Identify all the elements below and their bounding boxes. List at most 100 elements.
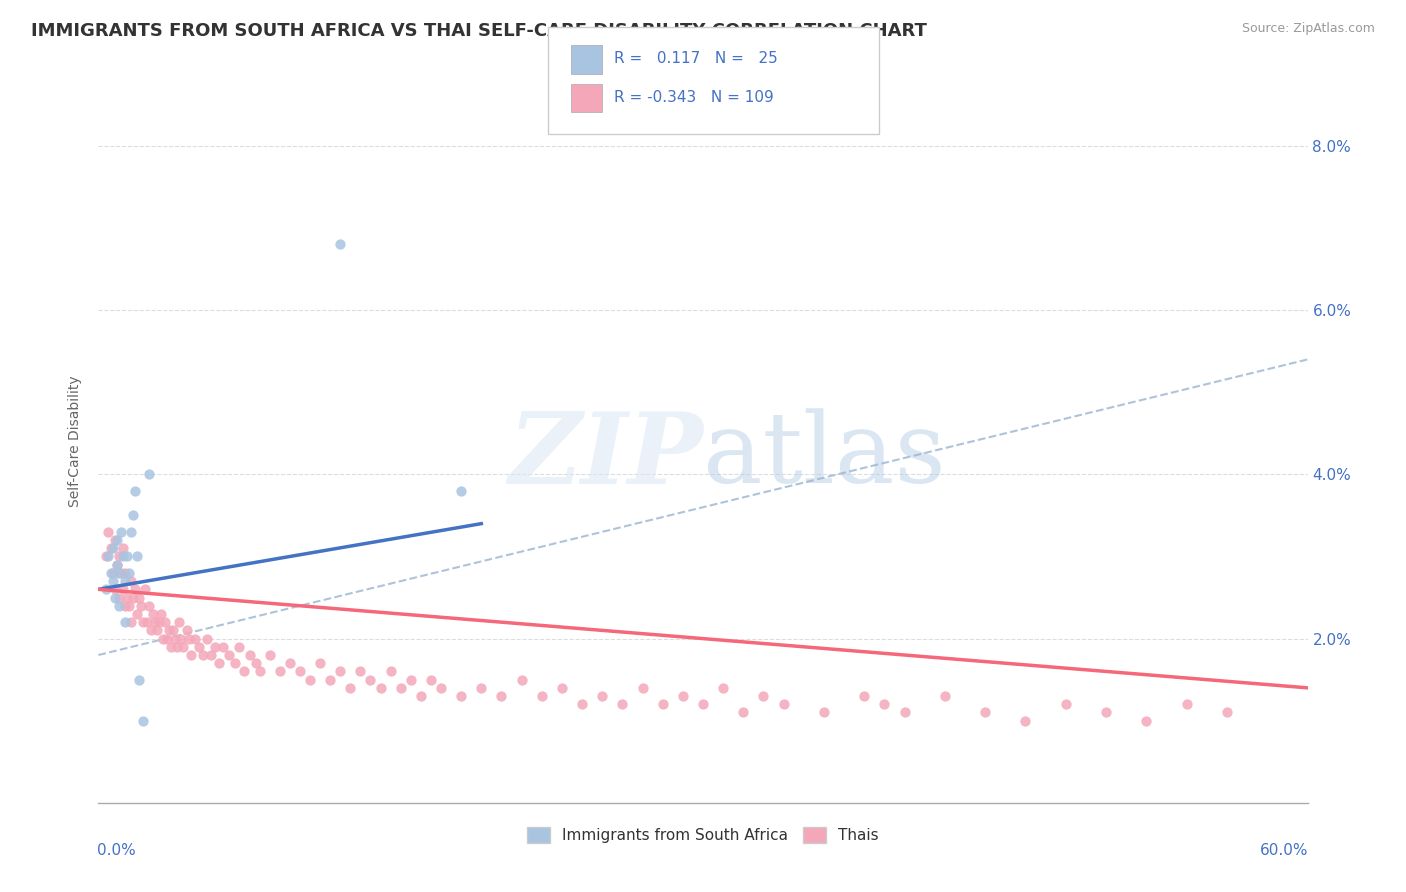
Point [853, 689, 876, 703]
Point [269, 665, 291, 679]
Point [711, 681, 734, 695]
Point [228, 640, 250, 654]
Point [224, 657, 246, 671]
Point [319, 673, 342, 687]
Point [934, 689, 956, 703]
Point [672, 689, 695, 703]
Point [163, 632, 186, 646]
Point [249, 665, 271, 679]
Legend: Immigrants from South Africa, Thais: Immigrants from South Africa, Thais [520, 822, 886, 849]
Point [111, 541, 134, 556]
Y-axis label: Self-Care Disability: Self-Care Disability [69, 376, 83, 508]
Point [148, 615, 170, 630]
Point [124, 483, 146, 498]
Point [974, 706, 997, 720]
Text: R =   0.117   N =   25: R = 0.117 N = 25 [614, 52, 778, 66]
Point [470, 681, 492, 695]
Point [309, 657, 332, 671]
Point [118, 566, 141, 580]
Point [430, 681, 453, 695]
Point [97, 524, 120, 539]
Point [152, 632, 174, 646]
Point [245, 657, 267, 671]
Point [1135, 714, 1157, 728]
Point [110, 566, 132, 580]
Point [107, 591, 129, 605]
Point [873, 698, 896, 712]
Point [651, 698, 673, 712]
Point [370, 681, 392, 695]
Point [893, 706, 915, 720]
Text: R = -0.343   N = 109: R = -0.343 N = 109 [614, 90, 775, 104]
Point [1175, 698, 1198, 712]
Point [114, 599, 136, 613]
Point [420, 673, 443, 687]
Point [146, 624, 169, 638]
Point [409, 689, 432, 703]
Point [259, 648, 281, 662]
Point [100, 541, 122, 556]
Point [184, 632, 207, 646]
Point [132, 615, 155, 630]
Point [752, 689, 775, 703]
Point [360, 673, 382, 687]
Point [1216, 706, 1239, 720]
Point [813, 706, 835, 720]
Point [135, 615, 157, 630]
Point [121, 508, 143, 523]
Point [114, 566, 136, 580]
Point [107, 599, 129, 613]
Point [399, 673, 422, 687]
Point [120, 524, 142, 539]
Point [172, 640, 194, 654]
Point [278, 657, 301, 671]
Point [329, 665, 352, 679]
Point [121, 591, 143, 605]
Point [115, 591, 138, 605]
Point [612, 698, 634, 712]
Point [212, 640, 235, 654]
Point [96, 582, 118, 597]
Point [101, 574, 124, 588]
Point [105, 558, 128, 572]
Point [188, 640, 211, 654]
Point [128, 673, 150, 687]
Point [114, 615, 136, 630]
Point [120, 615, 142, 630]
Point [170, 632, 193, 646]
Point [114, 574, 136, 588]
Point [101, 566, 124, 580]
Point [101, 541, 124, 556]
Point [200, 648, 222, 662]
Point [329, 237, 352, 252]
Point [160, 640, 183, 654]
Text: 0.0%: 0.0% [97, 843, 136, 857]
Point [195, 632, 218, 646]
Point [1014, 714, 1036, 728]
Text: atlas: atlas [703, 409, 946, 504]
Point [450, 689, 472, 703]
Point [193, 648, 215, 662]
Point [450, 483, 472, 498]
Point [142, 607, 165, 621]
Point [772, 698, 794, 712]
Point [176, 624, 198, 638]
Point [111, 549, 134, 564]
Point [149, 607, 172, 621]
Point [510, 673, 533, 687]
Point [107, 566, 129, 580]
Point [156, 632, 179, 646]
Point [299, 673, 322, 687]
Point [239, 648, 262, 662]
Point [120, 574, 142, 588]
Point [631, 681, 654, 695]
Point [103, 591, 125, 605]
Point [103, 533, 125, 547]
Point [97, 549, 120, 564]
Point [491, 689, 513, 703]
Point [111, 582, 134, 597]
Point [100, 566, 122, 580]
Point [124, 582, 146, 597]
Text: 60.0%: 60.0% [1260, 843, 1309, 857]
Text: Source: ZipAtlas.com: Source: ZipAtlas.com [1241, 22, 1375, 36]
